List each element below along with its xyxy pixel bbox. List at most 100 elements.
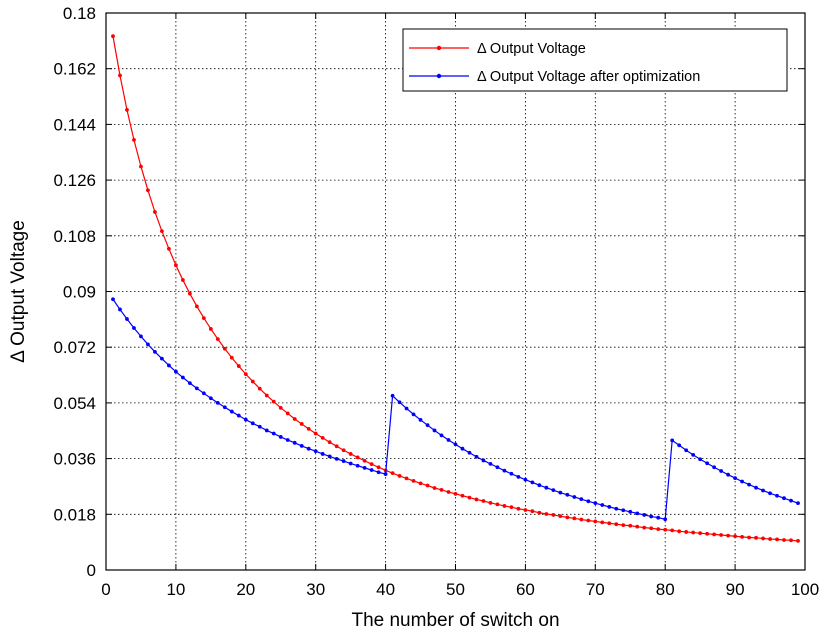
- data-point: [551, 488, 556, 493]
- data-point: [635, 524, 640, 529]
- data-point: [278, 405, 283, 410]
- data-point: [320, 435, 325, 440]
- data-point: [111, 297, 115, 302]
- data-point: [593, 519, 598, 524]
- data-point: [747, 482, 751, 487]
- data-point: [125, 107, 129, 112]
- data-point: [747, 535, 751, 540]
- data-point: [530, 480, 535, 485]
- data-point: [481, 499, 486, 503]
- data-point: [642, 513, 647, 517]
- y-tick-labels: 0 0.018 0.036 0.054 0.072 0.09 0.108 0.126 0.144…: [53, 4, 96, 580]
- data-point: [194, 304, 199, 309]
- data-point: [229, 355, 234, 360]
- data-point: [187, 381, 192, 385]
- data-point: [607, 504, 612, 509]
- data-point: [656, 527, 661, 532]
- data-point: [362, 465, 367, 470]
- data-point: [698, 457, 703, 462]
- data-point: [705, 461, 710, 466]
- data-point: [754, 535, 758, 540]
- data-point: [691, 530, 696, 535]
- y-tick-label: 0.072: [53, 338, 96, 357]
- data-point: [278, 435, 283, 439]
- data-point: [684, 448, 689, 453]
- data-point: [467, 495, 472, 500]
- y-tick-label: 0.036: [53, 450, 96, 469]
- data-point: [306, 446, 311, 451]
- data-point: [243, 417, 248, 422]
- legend-swatch-marker: [436, 73, 442, 79]
- data-point: [488, 500, 493, 505]
- data-point: [502, 468, 507, 473]
- legend-label: Δ Output Voltage after optimization: [477, 69, 700, 85]
- data-point: [160, 229, 164, 234]
- data-point: [327, 440, 332, 445]
- data-point: [593, 501, 598, 506]
- data-point: [775, 493, 779, 498]
- data-point: [614, 506, 619, 511]
- y-tick-label: 0.09: [63, 283, 96, 302]
- data-point: [586, 499, 591, 504]
- data-point: [544, 485, 549, 490]
- data-point: [726, 533, 731, 538]
- data-point: [621, 508, 626, 513]
- data-point: [761, 488, 765, 493]
- data-point: [432, 428, 437, 433]
- data-point: [761, 536, 765, 541]
- data-point: [796, 501, 800, 506]
- data-point: [215, 401, 220, 405]
- data-point: [257, 424, 262, 429]
- data-point: [299, 422, 304, 426]
- y-tick-label: 0.126: [53, 171, 96, 190]
- data-point: [789, 498, 793, 503]
- data-point: [376, 465, 381, 470]
- data-point: [733, 476, 737, 480]
- x-tick-labels: 0 10 20 30 40 50 60 70 80 90 100: [101, 580, 819, 599]
- data-point: [782, 496, 786, 501]
- data-point: [271, 431, 276, 436]
- data-point: [796, 539, 800, 543]
- data-point: [236, 364, 241, 368]
- data-point: [516, 474, 521, 479]
- data-point: [264, 428, 269, 433]
- data-point: [208, 327, 213, 331]
- x-tick-label: 70: [586, 580, 605, 599]
- data-point: [509, 505, 514, 510]
- data-point: [222, 405, 227, 410]
- data-point: [132, 326, 136, 330]
- data-point: [397, 400, 402, 405]
- x-axis-label: The number of switch on: [351, 610, 559, 631]
- data-point: [146, 188, 150, 193]
- data-point: [565, 515, 570, 520]
- data-point: [264, 393, 269, 398]
- data-point: [167, 363, 171, 368]
- y-axis-label: Δ Output Voltage: [8, 220, 29, 363]
- data-point: [558, 490, 563, 495]
- data-point: [446, 438, 451, 442]
- legend: Δ Output Voltage Δ Output Voltage after o…: [402, 28, 788, 92]
- data-point: [167, 246, 171, 251]
- x-tick-label: 90: [726, 580, 745, 599]
- data-point: [586, 518, 591, 523]
- data-point: [649, 526, 654, 531]
- data-point: [768, 537, 772, 541]
- x-tick-label: 30: [306, 580, 325, 599]
- data-point: [215, 337, 220, 342]
- data-point: [516, 506, 521, 511]
- data-point: [656, 515, 661, 520]
- data-point: [257, 386, 262, 391]
- data-point: [299, 444, 304, 448]
- x-tick-label: 40: [376, 580, 395, 599]
- data-point: [502, 504, 507, 508]
- data-point: [222, 346, 227, 351]
- data-point: [125, 317, 129, 321]
- data-point: [194, 386, 199, 391]
- data-point: [565, 492, 570, 497]
- data-point: [537, 510, 542, 515]
- data-point: [467, 450, 472, 455]
- data-point: [208, 396, 213, 401]
- data-point: [180, 375, 185, 380]
- data-point: [712, 465, 717, 470]
